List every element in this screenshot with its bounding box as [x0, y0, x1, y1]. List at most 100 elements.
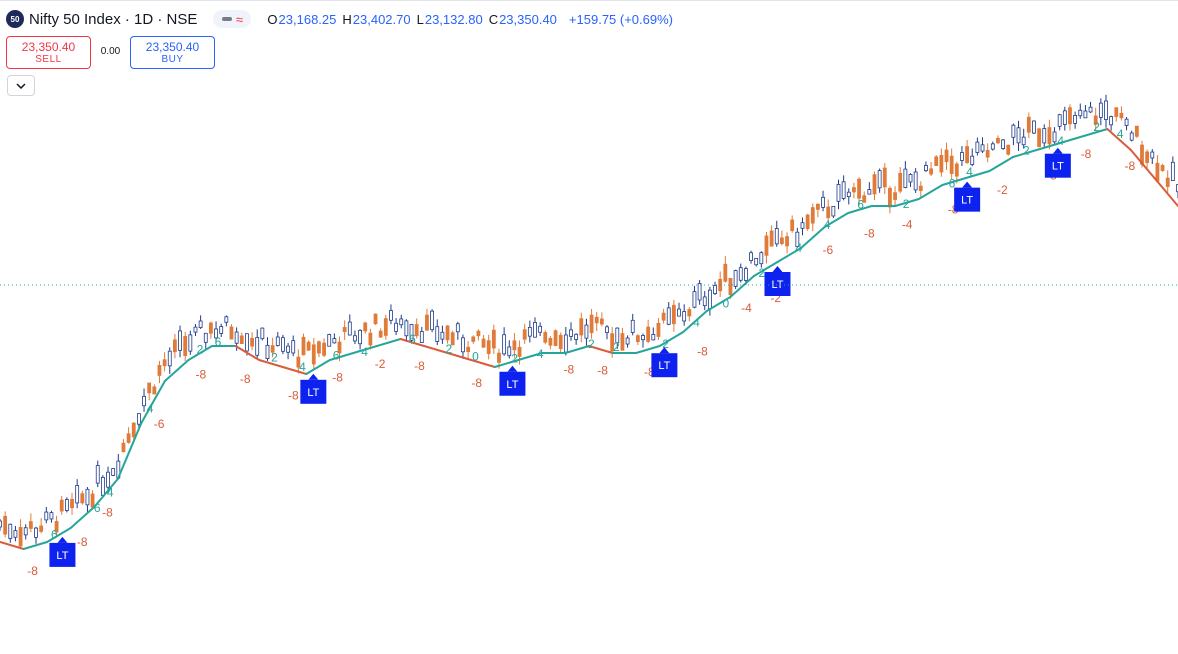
- trend-line-bull-segment: [705, 296, 732, 312]
- bear-signal-number: -8: [471, 376, 482, 390]
- candle-body: [852, 187, 856, 193]
- bull-signal-number: 4: [1057, 134, 1064, 148]
- bull-signal-number: 4: [1117, 127, 1124, 141]
- trend-line-bear-segment: [588, 345, 614, 354]
- candle-body: [512, 340, 517, 351]
- candle-body: [656, 322, 661, 337]
- candle-body: [337, 341, 342, 354]
- candle-body: [347, 321, 352, 336]
- candle-body: [954, 163, 959, 177]
- candle-body: [738, 267, 743, 281]
- bear-signal-number: -8: [414, 359, 425, 373]
- candle-body: [419, 331, 424, 343]
- symbol-title[interactable]: Nifty 50 Index · 1D · NSE: [29, 10, 198, 28]
- bear-signal-number: -6: [154, 417, 165, 431]
- candle-body: [435, 326, 440, 342]
- candle-body: [1176, 184, 1178, 193]
- trend-line-bull-segment: [682, 310, 708, 333]
- bull-signal-number: 2: [662, 337, 669, 351]
- bull-signal-number: 4: [361, 345, 368, 359]
- candle-body: [497, 352, 501, 363]
- candle-body: [980, 144, 985, 152]
- sell-button[interactable]: 23,350.40 SELL: [6, 36, 91, 69]
- candle-body: [219, 326, 224, 334]
- bull-signal-number: 4: [537, 347, 544, 361]
- candle-body: [790, 219, 795, 231]
- candle-body: [579, 318, 584, 336]
- candle-body: [95, 465, 100, 484]
- candle-body: [44, 511, 49, 521]
- candle-body: [1134, 125, 1139, 137]
- candle-body: [23, 527, 28, 536]
- candle-body: [569, 329, 573, 337]
- candle-body: [317, 341, 321, 354]
- candle-body: [162, 359, 167, 367]
- candle-body: [1119, 112, 1124, 119]
- close-value: C23,350.40: [488, 11, 557, 27]
- trend-line-bear-segment: [1106, 128, 1132, 151]
- candle-body: [960, 152, 964, 161]
- lt-signal-badge: LT: [651, 347, 678, 378]
- trend-line-bull-segment: [1059, 135, 1085, 144]
- bull-signal-number: 2: [197, 343, 204, 357]
- candle-body: [255, 336, 260, 356]
- high-value: H23,402.70: [342, 11, 411, 27]
- bear-signal-number: -8: [644, 365, 655, 379]
- candle-body: [239, 335, 244, 344]
- candle-body: [106, 471, 110, 488]
- candle-body: [975, 141, 980, 153]
- trend-line-bull-segment: [823, 212, 850, 228]
- candle-body: [574, 333, 579, 340]
- buy-label: BUY: [161, 53, 184, 65]
- trend-line-bull-segment: [564, 345, 590, 354]
- candle-body: [75, 485, 80, 504]
- collapse-legend-button[interactable]: [7, 75, 35, 96]
- trend-line-bull-segment: [917, 184, 944, 200]
- candle-body: [800, 222, 805, 229]
- candle-body: [157, 365, 162, 376]
- trend-line-bear-segment: [258, 359, 284, 368]
- bull-signal-number: 4: [795, 241, 802, 255]
- candle-body: [990, 143, 995, 150]
- trend-line-bull-segment: [1082, 128, 1109, 137]
- trend-line-bear-segment: [446, 352, 473, 361]
- candle-body: [831, 205, 836, 217]
- candle-body: [862, 195, 867, 203]
- candle-body: [1160, 165, 1165, 171]
- candle-body: [836, 184, 841, 202]
- bull-signal-number: 4: [966, 165, 973, 179]
- indicator-toggle[interactable]: ≈: [213, 10, 252, 28]
- bull-signal-number: 4: [693, 316, 700, 330]
- candle-body: [378, 330, 383, 338]
- candle-body: [13, 530, 18, 538]
- lt-signal-badge: LT: [499, 365, 526, 396]
- candle-body: [996, 137, 1000, 144]
- candle-body: [1124, 118, 1129, 126]
- candle-body: [743, 268, 748, 281]
- lt-signal-badge: LT: [300, 373, 327, 404]
- minus-icon: [221, 17, 232, 21]
- candle-body: [527, 326, 532, 337]
- open-value: O23,168.25: [267, 11, 337, 27]
- trend-line-bull-segment: [635, 345, 661, 354]
- candle-body: [301, 336, 306, 356]
- candle-body: [270, 345, 275, 353]
- candle-body: [707, 289, 712, 310]
- bull-signal-number: 6: [857, 198, 864, 212]
- candle-body: [888, 187, 892, 208]
- candle-body: [882, 167, 887, 188]
- candle-body: [908, 174, 913, 183]
- candle-body: [584, 324, 589, 339]
- candle-body: [913, 171, 918, 191]
- bear-signal-number: -8: [1125, 159, 1136, 173]
- trend-line-bear-segment: [281, 366, 308, 375]
- candle-body: [250, 337, 254, 347]
- candle-body: [821, 196, 825, 208]
- buy-button[interactable]: 23,350.40 BUY: [130, 36, 215, 69]
- candle-body: [759, 252, 764, 265]
- candle-body: [476, 330, 481, 337]
- trend-line-bull-segment: [305, 359, 331, 375]
- candle-body: [985, 149, 990, 158]
- candle-body: [80, 493, 85, 504]
